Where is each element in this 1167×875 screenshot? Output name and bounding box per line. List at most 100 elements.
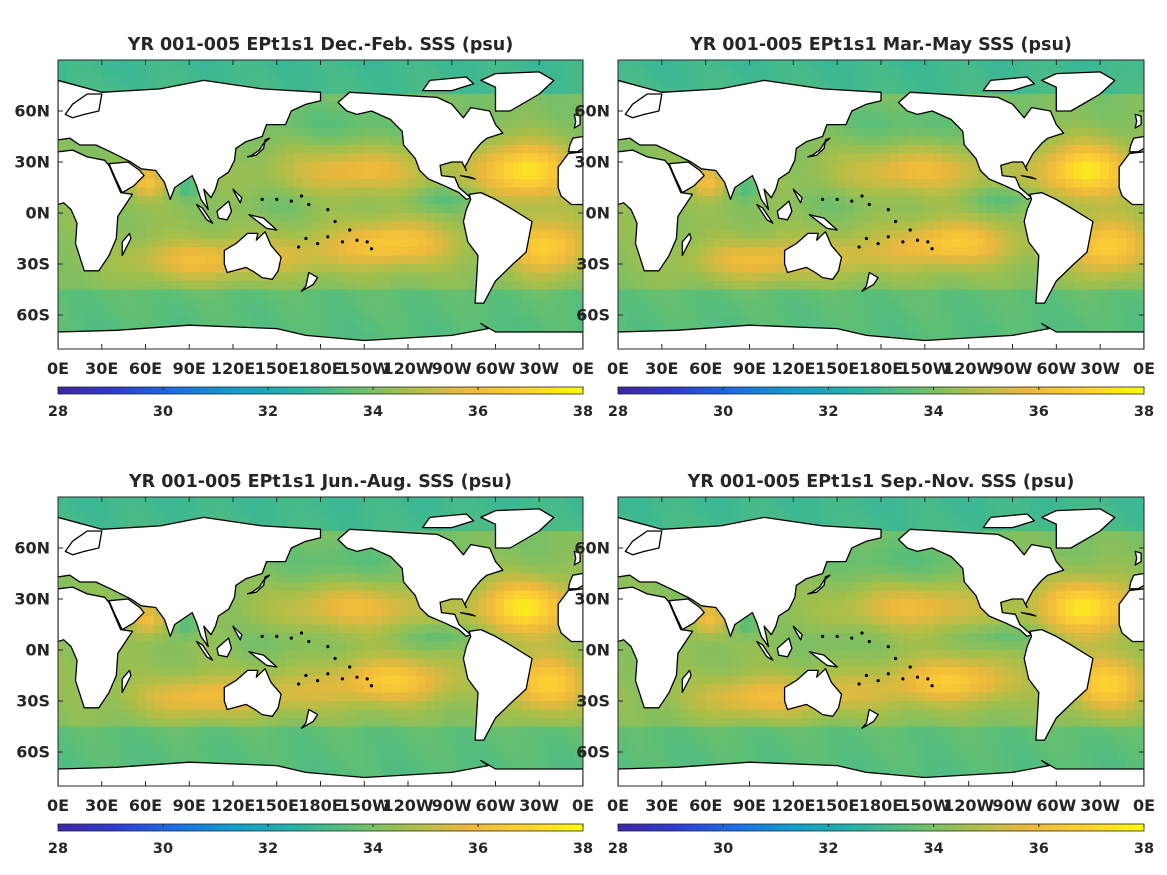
sss-cell — [250, 289, 260, 299]
sss-cell — [373, 238, 383, 248]
sss-cell — [986, 179, 996, 189]
sss-cell — [565, 128, 575, 138]
sss-cell — [338, 315, 348, 325]
sss-cell — [311, 582, 322, 592]
sss-cell — [635, 306, 645, 316]
sss-cell — [408, 497, 418, 507]
sss-cell — [1073, 204, 1084, 214]
sss-cell — [311, 187, 322, 197]
sss-cell — [364, 582, 374, 592]
sss-cell — [1082, 170, 1092, 180]
sss-cell — [154, 213, 164, 223]
sss-cell — [916, 298, 926, 308]
sss-cell — [837, 60, 847, 70]
sss-cell — [565, 531, 575, 541]
sss-cell — [810, 272, 821, 282]
sss-cell — [443, 162, 453, 172]
sss-cell — [863, 298, 873, 308]
sss-cell — [1100, 323, 1110, 333]
sss-cell — [338, 77, 348, 87]
sss-cell — [128, 281, 138, 291]
sss-cell — [399, 315, 409, 325]
sss-cell — [355, 68, 365, 78]
sss-cell — [75, 505, 85, 515]
sss-cell — [696, 68, 707, 78]
sss-cell — [233, 162, 243, 172]
sss-cell — [696, 60, 707, 70]
sss-cell — [828, 145, 838, 155]
sss-cell — [933, 264, 943, 274]
sss-cell — [294, 145, 304, 155]
sss-cell — [364, 497, 374, 507]
sss-cell — [556, 119, 567, 129]
sss-cell — [933, 323, 943, 333]
sss-cell — [364, 153, 374, 163]
sss-cell — [346, 128, 357, 138]
sss-cell — [539, 505, 549, 515]
sss-cell — [311, 573, 322, 583]
sss-cell — [1082, 196, 1092, 206]
island-marker — [275, 197, 279, 201]
sss-cell — [968, 281, 979, 291]
sss-cell — [1117, 204, 1128, 214]
sss-cell — [1126, 77, 1136, 87]
sss-cell — [942, 238, 952, 248]
sss-cell — [670, 264, 680, 274]
sss-cell — [924, 187, 935, 197]
sss-cell — [355, 196, 365, 206]
sss-cell — [338, 119, 348, 129]
sss-cell — [294, 573, 304, 583]
sss-cell — [268, 565, 278, 575]
sss-cell — [486, 505, 497, 515]
sss-cell — [294, 179, 304, 189]
sss-cell — [889, 77, 900, 87]
sss-cell — [872, 289, 882, 299]
sss-cell — [705, 264, 716, 274]
sss-cell — [259, 145, 269, 155]
sss-cell — [198, 221, 208, 231]
sss-cell — [539, 170, 549, 180]
sss-cell — [758, 68, 768, 78]
sss-cell — [530, 548, 540, 558]
sss-cell — [364, 119, 374, 129]
sss-cell — [749, 221, 759, 231]
sss-cell — [513, 170, 523, 180]
sss-cell — [679, 213, 689, 223]
sss-cell — [285, 145, 295, 155]
sss-cell — [872, 230, 882, 240]
sss-cell — [110, 68, 120, 78]
sss-cell — [775, 60, 786, 70]
sss-cell — [425, 255, 435, 265]
sss-cell — [241, 68, 252, 78]
sss-cell — [320, 119, 330, 129]
sss-cell — [574, 85, 583, 95]
sss-cell — [311, 539, 322, 549]
sss-cell — [346, 136, 357, 146]
sss-cell — [530, 196, 540, 206]
sss-cell — [495, 179, 505, 189]
colorbar — [617, 386, 1145, 395]
sss-cell — [907, 264, 917, 274]
sss-cell — [688, 204, 698, 214]
sss-cell — [933, 162, 943, 172]
sss-cell — [556, 247, 567, 257]
sss-cell — [338, 272, 348, 282]
sss-cell — [574, 531, 583, 541]
sss-cell — [285, 153, 295, 163]
sss-cell — [539, 315, 549, 325]
sss-cell — [171, 505, 182, 515]
sss-cell — [986, 272, 996, 282]
sss-cell — [837, 187, 847, 197]
sss-cell — [863, 179, 873, 189]
sss-cell — [837, 153, 847, 163]
sss-cell — [1108, 230, 1119, 240]
sss-cell — [504, 298, 514, 308]
sss-cell — [626, 68, 637, 78]
sss-cell — [145, 289, 155, 299]
sss-cell — [740, 306, 751, 316]
sss-cell — [180, 298, 190, 308]
sss-cell — [863, 60, 873, 70]
sss-cell — [355, 247, 365, 257]
sss-cell — [1082, 179, 1092, 189]
sss-cell — [548, 119, 558, 129]
